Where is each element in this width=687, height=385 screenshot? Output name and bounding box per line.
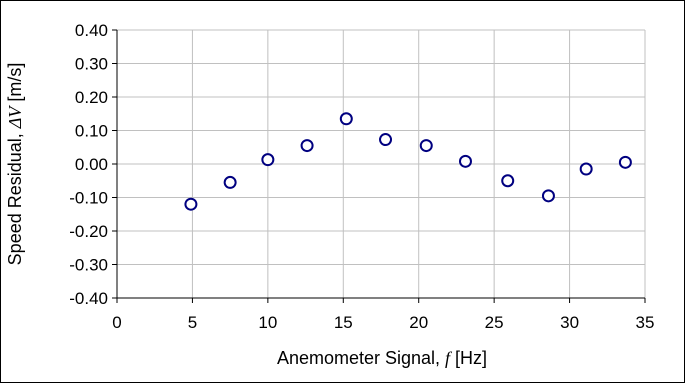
x-tick-label: 20 [409,313,428,332]
x-tick-label: 15 [334,313,353,332]
tick-labels: 0 5 10 15 20 25 30 35 0.40 0.30 0.20 0.10 0.00 -0.10 -… [69,21,654,332]
y-tick-label: -0.40 [69,289,108,308]
x-axis-title-unit: [Hz] [450,348,487,368]
x-axis-title-symbol: f [445,348,453,368]
y-tick-label: 0.20 [75,88,108,107]
data-points [184,112,632,211]
y-axis-title-prefix: Speed Residual, [5,128,25,265]
x-tick-label: 5 [188,313,197,332]
y-tick-label: 0.10 [75,122,108,141]
data-point [541,189,555,203]
data-point [579,162,593,176]
x-tick-label: 25 [485,313,504,332]
x-axis-title-prefix: Anemometer Signal, [277,348,445,368]
grid-lines [117,29,646,299]
data-point [379,133,393,147]
x-tick-label: 10 [258,313,277,332]
data-point [300,139,314,153]
y-tick-label: 0.40 [75,21,108,40]
x-tick-label: 35 [636,313,655,332]
y-axis-title-symbol: ΔV [5,105,25,130]
data-point [501,174,515,188]
y-axis-title-unit: [m/s] [5,63,25,107]
y-axis-title: Speed Residual, ΔV [m/s] [5,63,25,266]
x-tick-label: 30 [560,313,579,332]
data-point [184,197,198,211]
data-point [458,154,472,168]
y-tick-label: -0.20 [69,222,108,241]
y-tick-label: 0.00 [75,155,108,174]
data-point [339,112,353,126]
data-point [618,155,632,169]
y-tick-label: 0.30 [75,55,108,74]
y-tick-label: -0.10 [69,189,108,208]
y-tick-label: -0.30 [69,256,108,275]
data-point [223,175,237,189]
data-point [419,139,433,153]
x-axis-title: Anemometer Signal, f [Hz] [277,348,487,368]
axes [112,29,646,303]
x-tick-label: 0 [112,313,121,332]
data-point [261,153,275,167]
